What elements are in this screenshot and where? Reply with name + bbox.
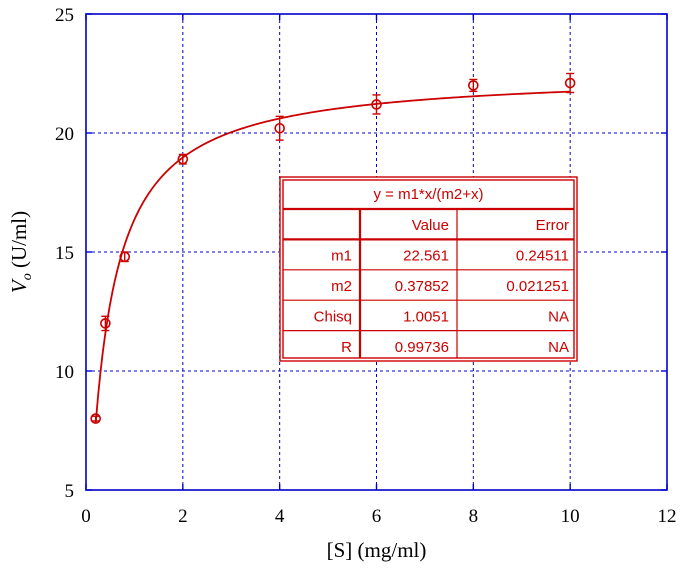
data-point (90, 413, 101, 424)
x-tick-label: 6 (372, 506, 382, 527)
x-tick-label: 8 (469, 506, 479, 527)
table-cell: 0.37852 (395, 278, 449, 295)
table-header-cell: Error (536, 217, 569, 234)
point-marker (177, 153, 189, 165)
table-title: y = m1*x/(m2+x) (373, 186, 483, 203)
x-tick-label: 12 (658, 506, 677, 527)
data-point (371, 94, 382, 115)
x-tick-label: 0 (81, 506, 91, 527)
point-marker (90, 413, 101, 424)
table-cell: 0.99736 (395, 339, 449, 356)
y-axis-label: Vo (U/ml) (7, 211, 35, 293)
table-cell: m1 (331, 248, 352, 265)
table-cell: 0.24511 (516, 248, 569, 265)
y-tick-label: 20 (55, 124, 74, 145)
x-tick-label: 2 (178, 506, 188, 527)
data-points (90, 72, 576, 424)
table-cell: 1.0051 (403, 308, 449, 325)
y-tick-label: 10 (55, 362, 74, 383)
data-point (119, 251, 131, 263)
table-cell: Chisq (314, 308, 352, 325)
table-cell: R (341, 339, 352, 356)
y-tick-label: 25 (55, 5, 74, 26)
tick-labels: 0 2 4 6 8 10 12 5 10 15 20 25 (55, 5, 677, 527)
table-cell: NA (548, 308, 569, 325)
data-point (468, 78, 479, 93)
point-marker (468, 80, 479, 91)
data-point (564, 72, 576, 94)
data-point (100, 315, 111, 332)
data-point (274, 115, 285, 141)
table-inner (282, 179, 575, 359)
point-marker (119, 251, 131, 263)
table-cell: m2 (331, 278, 352, 295)
table-outer (279, 176, 578, 362)
table-cell: NA (548, 339, 569, 356)
point-marker (100, 318, 111, 329)
table-cell: 22.561 (403, 248, 449, 265)
point-marker (371, 99, 382, 110)
y-tick-label: 15 (55, 243, 74, 264)
fit-curve (94, 90, 571, 424)
fit-parameters-table: y = m1*x/(m2+x) Value Error m1 22.561 0.24511… (279, 176, 578, 362)
x-tick-label: 4 (275, 506, 285, 527)
x-axis-label: [S] (mg/ml) (327, 538, 427, 562)
table-header-cell: Value (412, 217, 449, 234)
fit-line (94, 90, 571, 424)
x-tick-label: 10 (561, 506, 580, 527)
point-marker (564, 77, 576, 89)
plot-frame (85, 13, 668, 491)
point-marker (274, 122, 285, 134)
y-tick-label: 5 (65, 481, 75, 502)
table-cell: 0.021251 (506, 278, 569, 295)
data-point (177, 153, 189, 165)
